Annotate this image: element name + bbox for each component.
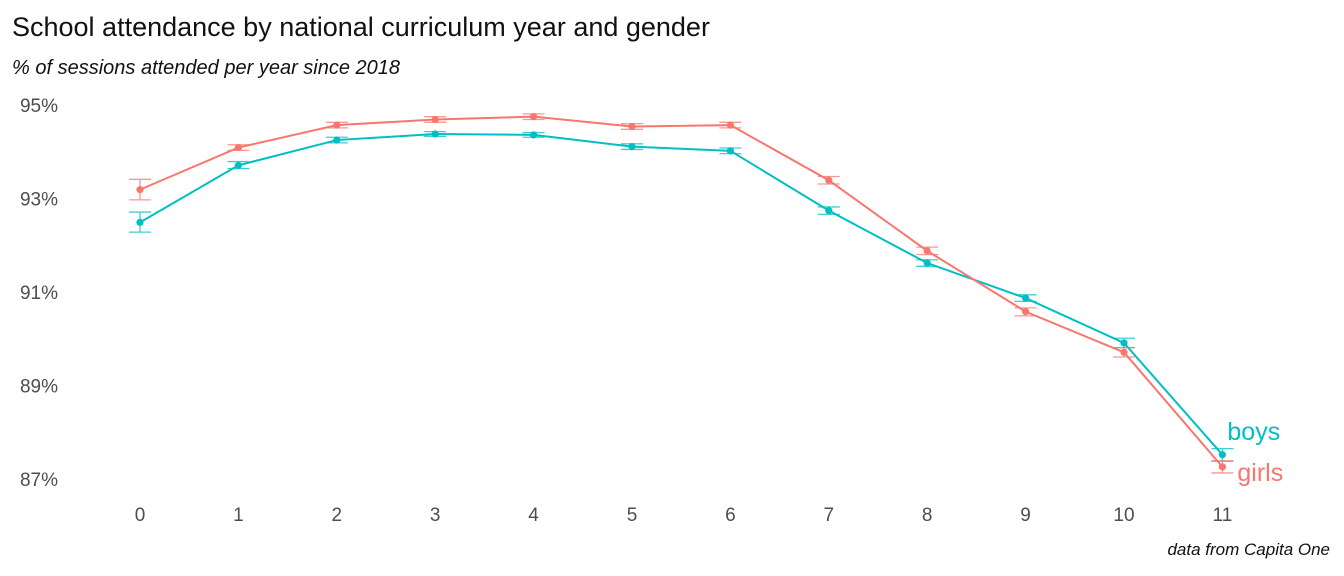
data-point-boys [136,218,144,226]
series-boys: boys [129,130,1280,462]
data-point-girls [530,113,538,121]
x-tick-label: 7 [824,505,835,526]
data-point-girls [923,247,931,255]
x-tick-label: 9 [1020,505,1031,526]
data-point-girls [1022,308,1030,316]
series-layer: boys girls [129,113,1283,487]
data-point-girls [628,122,636,131]
series-line-girls [139,115,1224,468]
data-point-boys [333,136,341,144]
data-point-boys [628,143,636,151]
data-point-girls [1120,348,1128,356]
data-point-boys [1022,294,1030,302]
x-tick-label: 2 [332,505,343,526]
data-point-girls [1218,463,1226,471]
data-point-girls [234,143,242,152]
y-tick-label: 91% [20,283,58,304]
data-point-boys [431,130,439,138]
y-tick-label: 95% [20,96,58,117]
y-tick-label: 87% [20,470,58,491]
data-point-boys [234,161,242,169]
chart-title: School attendance by national curriculum… [12,12,710,42]
y-axis-ticks: 87% 89% 91% 93% 95% [20,96,58,491]
data-point-boys [825,207,833,215]
x-tick-label: 3 [430,505,441,526]
data-point-boys [1218,451,1226,459]
x-tick-label: 10 [1113,505,1134,526]
x-tick-label: 6 [725,505,736,526]
data-point-girls [333,121,341,129]
x-tick-label: 11 [1213,505,1233,526]
series-label-boys: boys [1227,418,1280,446]
data-source-caption: data from Capita One [1167,540,1330,559]
data-point-boys [530,131,538,139]
series-line-boys [139,132,1224,456]
x-tick-label: 1 [233,505,244,526]
data-point-girls [726,121,735,129]
y-tick-label: 89% [20,377,58,398]
data-point-boys [923,259,931,267]
x-tick-label: 5 [627,505,638,526]
data-point-girls [136,186,144,194]
data-point-girls [825,176,833,184]
data-point-girls [431,115,439,124]
chart-subtitle: % of sessions attended per year since 20… [12,57,401,79]
x-tick-label: 0 [135,505,146,526]
x-axis-ticks: 0 1 2 3 4 5 6 7 8 9 10 11 [135,505,1233,526]
x-tick-label: 8 [922,505,933,526]
series-label-girls: girls [1237,459,1283,487]
series-girls: girls [129,113,1283,487]
data-point-boys [726,147,735,155]
y-tick-label: 93% [20,190,58,211]
data-point-boys [1120,339,1128,347]
x-tick-label: 4 [528,505,539,526]
